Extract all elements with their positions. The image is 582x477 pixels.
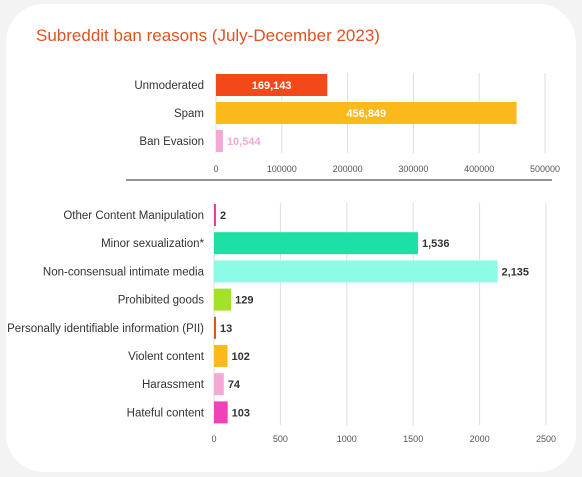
x-tick-label: 2000 — [470, 434, 490, 444]
x-tick-label: 0 — [213, 164, 218, 174]
bar-1-2 — [214, 260, 498, 283]
category-label: Spam — [174, 108, 204, 120]
category-label: Violent content — [128, 351, 205, 363]
data-label: 456,849 — [346, 108, 386, 120]
bar-0-0 — [216, 74, 328, 96]
category-label: Other Content Manipulation — [63, 210, 204, 222]
category-label: Prohibited goods — [118, 295, 205, 307]
data-label: 102 — [232, 351, 250, 363]
category-label: Unmoderated — [134, 80, 204, 92]
x-tick-label: 100000 — [267, 164, 297, 174]
data-label: 2 — [220, 210, 226, 222]
category-label: Non-consensual intimate media — [43, 266, 205, 278]
x-tick-label: 500 — [273, 434, 288, 444]
bar-1-5 — [214, 345, 228, 367]
data-label: 129 — [235, 295, 253, 307]
bar-1-0 — [214, 204, 216, 226]
bar-1-6 — [214, 373, 224, 396]
bar-1-4 — [214, 316, 216, 339]
data-label: 2,135 — [502, 266, 530, 278]
x-tick-label: 0 — [211, 434, 216, 444]
data-label: 169,143 — [252, 80, 292, 92]
bar-0-1 — [216, 102, 517, 124]
x-tick-label: 300000 — [398, 164, 428, 174]
chart-title: Subreddit ban reasons (July-December 202… — [36, 26, 380, 45]
category-label: Minor sexualization* — [101, 238, 204, 250]
data-label: 74 — [228, 379, 241, 391]
x-tick-label: 2500 — [536, 434, 556, 444]
category-label: Hateful content — [127, 407, 205, 419]
bar-1-3 — [214, 288, 232, 311]
data-label: 13 — [220, 323, 232, 335]
x-tick-label: 200000 — [333, 164, 363, 174]
bar-1-1 — [214, 232, 418, 255]
bar-0-2 — [216, 130, 223, 152]
category-label: Harassment — [142, 379, 205, 391]
category-label: Ban Evasion — [139, 136, 204, 148]
data-label: 103 — [232, 407, 250, 419]
x-tick-label: 400000 — [464, 164, 494, 174]
data-label: 1,536 — [422, 238, 450, 250]
x-tick-label: 500000 — [530, 164, 560, 174]
bar-1-7 — [214, 401, 228, 424]
category-label: Personally identifiable information (PII… — [7, 323, 204, 335]
x-tick-label: 1500 — [403, 434, 423, 444]
x-tick-label: 1000 — [337, 434, 357, 444]
data-label: 10,544 — [227, 136, 262, 148]
